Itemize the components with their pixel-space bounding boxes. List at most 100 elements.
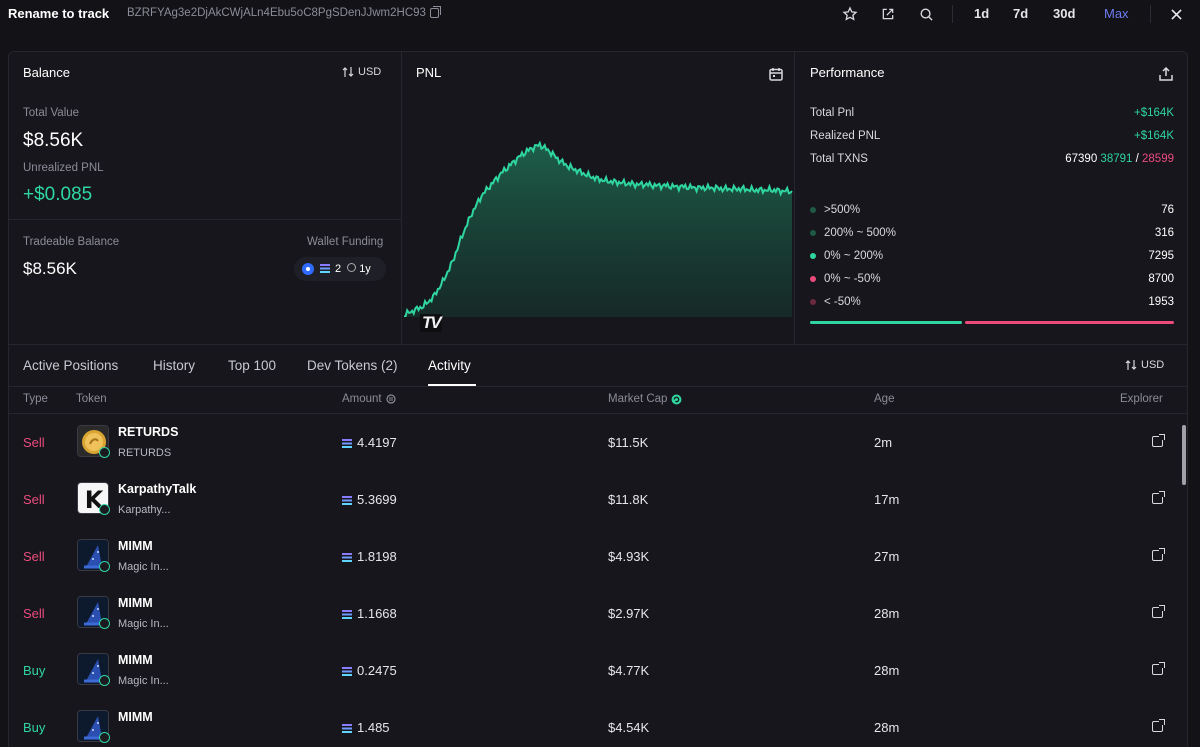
star-icon[interactable] [841,5,859,23]
amount: 1.1668 [342,606,397,621]
wallet-funding-pill[interactable]: 2 1y [294,257,386,281]
timeframe-7d[interactable]: 7d [1013,6,1029,21]
funding-count: 2 [320,263,341,275]
distribution-label: < -50% [810,296,861,308]
sol-icon [342,724,352,733]
header-divider [9,413,1187,414]
explorer-link-icon[interactable] [1152,605,1165,618]
table-currency-toggle[interactable]: USD [1125,359,1164,371]
trade-type: Sell [23,435,45,450]
copy-icon[interactable] [429,6,441,18]
explorer-link-icon[interactable] [1152,434,1165,447]
age: 28m [874,606,900,621]
activity-table: Type Token Amount Market Cap Age Explore… [8,387,1188,747]
token-name[interactable]: RETURDS [118,425,179,439]
table-row[interactable]: Sell MIMM Magic In... 1.1668 $2.97K 28m [9,585,1177,642]
performance-panel: Performance Total Pnl +$164K Realized PN… [796,52,1189,345]
tab-history[interactable]: History [153,358,196,373]
distribution-row: 200% ~ 500% 316 [810,227,1174,239]
tab-dev-tokens[interactable]: Dev Tokens (2) [307,358,398,373]
token-name[interactable]: MIMM [118,653,153,667]
trade-type: Sell [23,492,45,507]
realized-pnl-value: +$164K [1134,130,1174,142]
active-tab-indicator [428,384,476,386]
calendar-icon[interactable] [767,65,785,83]
close-icon[interactable] [1167,5,1185,23]
legend-dot-icon [810,253,816,259]
sol-icon [342,553,352,562]
tab-activity[interactable]: Activity [428,358,471,373]
amount: 0.2475 [342,663,397,678]
swap-icon [342,67,354,77]
table-row[interactable]: Buy MIMM 1.485 $4.54K 28m [9,699,1177,747]
win-bar [810,321,962,324]
timeframe-max[interactable]: Max [1104,6,1129,21]
scrollbar-thumb[interactable] [1182,425,1186,485]
unrealized-pnl-value: +$0.085 [23,184,93,205]
trade-type: Buy [23,663,46,678]
wallet-name[interactable]: Rename to track [8,6,110,21]
header-market-cap-label: Market Cap [608,393,668,405]
token-status-icon [99,675,110,686]
market-cap: $11.5K [608,435,649,450]
currency-label: USD [358,66,382,78]
token-name[interactable]: MIMM [118,596,153,610]
header-market-cap[interactable]: Market Cap [608,393,682,405]
token-status-icon [99,447,110,458]
token-image[interactable] [77,425,109,457]
table-row[interactable]: Sell MIMM Magic In... 1.8198 $4.93K 27m [9,528,1177,585]
summary-panels: Balance USD Total Value $8.56K Unrealize… [8,51,1189,345]
amount: 1.8198 [342,549,397,564]
explorer-link-icon[interactable] [1152,662,1165,675]
funding-age: 1y [347,263,371,275]
tradingview-logo: TV [420,313,442,332]
trade-type: Buy [23,720,46,735]
search-icon[interactable] [917,5,935,23]
token-full-name: RETURDS [118,447,172,459]
token-name[interactable]: MIMM [118,710,153,724]
distribution-count: 1953 [1148,296,1174,308]
total-txns-value: 67390 38791 / 28599 [1065,153,1174,165]
age: 28m [874,663,900,678]
wallet-address[interactable]: BZRFYAg3e2DjAkCWjALn4Ebu5oC8PgSDenJJwm2H… [127,6,441,19]
sol-icon [342,496,352,505]
token-image[interactable]: K [77,482,109,514]
header-explorer: Explorer [1120,393,1163,405]
total-txns-label: Total TXNS [810,153,868,165]
explorer-link-icon[interactable] [1152,491,1165,504]
distribution-row: 0% ~ -50% 8700 [810,273,1174,285]
market-cap: $4.77K [608,663,650,678]
trade-type: Sell [23,606,45,621]
table-row[interactable]: Sell RETURDS RETURDS 4.4197 $11.5K 2m [9,414,1177,471]
header-amount[interactable]: Amount [342,393,396,405]
wallet-funding-label: Wallet Funding [307,236,384,248]
timeframe-30d[interactable]: 30d [1053,6,1076,21]
distribution-label: >500% [810,204,860,216]
token-full-name: Magic In... [118,561,169,573]
currency-toggle[interactable]: USD [342,66,381,78]
market-cap: $2.97K [608,606,650,621]
tab-top-100[interactable]: Top 100 [228,358,277,373]
tab-active-positions[interactable]: Active Positions [23,358,119,373]
external-link-icon[interactable] [879,5,897,23]
amount: 4.4197 [342,435,397,450]
loss-bar [965,321,1174,324]
table-row[interactable]: Buy MIMM Magic In... 0.2475 $4.77K 28m [9,642,1177,699]
header-type: Type [23,393,48,405]
token-name[interactable]: MIMM [118,539,153,553]
age: 28m [874,720,900,735]
share-icon[interactable] [1157,65,1175,83]
distribution-row: 0% ~ 200% 7295 [810,250,1174,262]
wallet-address-text: BZRFYAg3e2DjAkCWjALn4Ebu5oC8PgSDenJJwm2H… [127,7,426,19]
legend-dot-icon [810,207,816,213]
tradeable-balance-value: $8.56K [23,259,77,278]
explorer-link-icon[interactable] [1152,548,1165,561]
legend-dot-icon [810,230,816,236]
timeframe-1d[interactable]: 1d [974,6,990,21]
total-pnl-value: +$164K [1134,107,1174,119]
table-row[interactable]: Sell K KarpathyTalk Karpathy... 5.3699 $11.8K… [9,471,1177,528]
explorer-link-icon[interactable] [1152,719,1165,732]
token-name[interactable]: KarpathyTalk [118,482,197,496]
trade-type: Sell [23,549,45,564]
distribution-count: 76 [1161,204,1174,216]
